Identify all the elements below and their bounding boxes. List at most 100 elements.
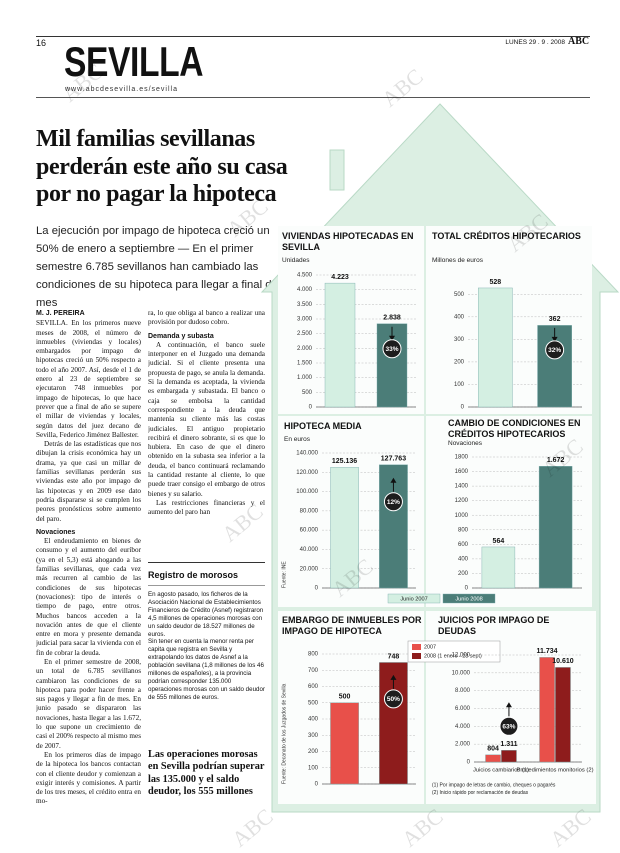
- paragraph: En los primeros días de impago de la hip…: [36, 750, 141, 806]
- chart-title: CAMBIO DE CONDICIONES EN CRÉDITOS HIPOTE…: [448, 418, 581, 439]
- y-tick-label: 600: [308, 684, 319, 690]
- paragraph: Las restricciones financieras y el aumen…: [148, 498, 265, 517]
- value-label: 127.763: [381, 456, 406, 463]
- value-label: 11.734: [537, 648, 558, 655]
- value-label: 1.672: [547, 457, 565, 464]
- y-tick-label: 4.500: [297, 273, 313, 279]
- y-tick-label: 20.000: [300, 566, 319, 572]
- y-tick-label: 400: [308, 717, 319, 723]
- sidebar-title: Registro de morosos: [148, 570, 239, 580]
- brand: ABC: [568, 36, 590, 47]
- y-tick-label: 10.000: [452, 670, 471, 676]
- header-rule: [36, 97, 590, 98]
- badge-arrowhead: [390, 674, 397, 680]
- legend-swatch: [442, 593, 496, 604]
- headline-line: perderán este año su casa: [36, 153, 288, 180]
- value-label: 2.838: [383, 315, 401, 322]
- y-tick-label: 1200: [455, 498, 469, 504]
- legend-label: 2008 (1 enero - 23 sept): [424, 654, 482, 660]
- y-tick-label: 120.000: [296, 470, 318, 476]
- chart-title: HIPOTECA MEDIA: [284, 421, 362, 431]
- y-tick-label: 4.000: [297, 287, 313, 293]
- sidebar-paragraph: Sin tener en cuenta la menor renta per c…: [148, 638, 265, 701]
- sidebar-text: En agosto pasado, los ficheros de la Aso…: [148, 591, 265, 741]
- y-tick-label: 700: [308, 668, 319, 674]
- value-label: 500: [339, 694, 351, 701]
- value-label: 748: [388, 653, 400, 660]
- badge-arrowhead: [551, 336, 558, 342]
- y-tick-label: 0: [315, 782, 319, 788]
- y-tick-label: 800: [308, 652, 319, 658]
- value-label: 564: [493, 538, 505, 545]
- chart-title: JUICIOS POR IMPAGO DE DEUDAS: [438, 615, 550, 636]
- paragraph: Detrás de las estadísticas que nos dibuj…: [36, 440, 141, 523]
- headline-line: por no pagar la hipoteca: [36, 181, 277, 207]
- bar: [538, 466, 573, 589]
- badge-label: 32%: [548, 347, 561, 354]
- bar: [481, 546, 516, 589]
- bar: [539, 657, 555, 763]
- badge-label: 50%: [387, 696, 400, 703]
- y-tick-label: 1000: [455, 513, 469, 519]
- paragraph: SEVILLA. En los primeros nueve meses de …: [36, 319, 141, 439]
- y-tick-label: 600: [458, 542, 469, 548]
- sidebar-rule: [148, 562, 265, 563]
- y-tick-label: 200: [458, 571, 469, 577]
- chart-title: EMBARGO DE INMUEBLES POR IMPAGO DE HIPOT…: [282, 615, 422, 636]
- y-tick-label: 3.000: [297, 317, 313, 323]
- bar: [324, 282, 356, 408]
- value-label: 10.610: [552, 658, 574, 665]
- legend-label: 2007: [424, 645, 436, 651]
- y-tick-label: 3.500: [297, 302, 313, 308]
- badge-arrowhead: [389, 335, 395, 341]
- legend-swatch: [412, 644, 421, 650]
- y-tick-label: 2.000: [455, 742, 471, 748]
- y-tick-label: 0: [315, 586, 319, 592]
- paragraph: El endeudamiento en bienes de consumo y …: [36, 537, 141, 657]
- chart-subtitle: Unidades: [282, 257, 310, 264]
- chart-title: VIVIENDAS HIPOTECADAS EN SEVILLA: [282, 231, 414, 252]
- paragraph: A continuación, el banco suele interpone…: [148, 340, 265, 498]
- badge: [383, 689, 403, 709]
- chart-title: TOTAL CRÉDITOS HIPOTECARIOS: [432, 231, 581, 241]
- chart-subtitle: Novaciones: [448, 440, 482, 447]
- headline: Mil familias sevillanas perderán este año…: [36, 126, 288, 209]
- y-tick-label: 2.000: [297, 346, 313, 352]
- y-tick-label: 80.000: [300, 508, 319, 514]
- y-tick-label: 500: [454, 292, 465, 298]
- source: Fuente: Decanato de los Juzgados de Sevi…: [281, 683, 287, 784]
- bar: [501, 750, 517, 763]
- y-tick-label: 200: [454, 359, 465, 365]
- y-tick-label: 0: [461, 405, 465, 411]
- badge-label: 33%: [385, 346, 398, 353]
- legend-box: [407, 640, 501, 663]
- y-tick-label: 100.000: [296, 489, 318, 495]
- section-url: www.abcdesevilla.es/sevilla: [65, 86, 178, 93]
- y-tick-label: 60.000: [300, 528, 319, 534]
- y-tick-label: 140.000: [296, 451, 318, 457]
- badge-label: 63%: [502, 724, 515, 731]
- page-number: 16: [36, 38, 47, 48]
- y-tick-label: 200: [308, 749, 319, 755]
- bar: [330, 702, 359, 785]
- value-label: 528: [490, 279, 502, 286]
- y-tick-label: 500: [308, 700, 319, 706]
- bar: [478, 287, 513, 408]
- paragraph: ra, lo que obliga al banco a realizar un…: [148, 309, 265, 327]
- badge: [382, 339, 402, 359]
- y-tick-label: 800: [458, 527, 469, 533]
- value-label: 804: [487, 746, 499, 753]
- y-tick-label: 0: [467, 760, 471, 766]
- y-tick-label: 8.000: [455, 688, 471, 694]
- chimney: [329, 149, 345, 191]
- y-tick-label: 400: [454, 314, 465, 320]
- section-title: SEVILLA: [64, 38, 204, 85]
- y-tick-label: 100: [454, 382, 465, 388]
- chart-subtitle: En euros: [284, 436, 311, 443]
- paragraph: En el primer semestre de 2008, un total …: [36, 657, 141, 750]
- article-column: M. J. PEREIRA SEVILLA. En los primeros nu…: [36, 309, 141, 817]
- y-tick-label: 2.500: [297, 331, 313, 337]
- badge-arrowhead: [390, 477, 397, 483]
